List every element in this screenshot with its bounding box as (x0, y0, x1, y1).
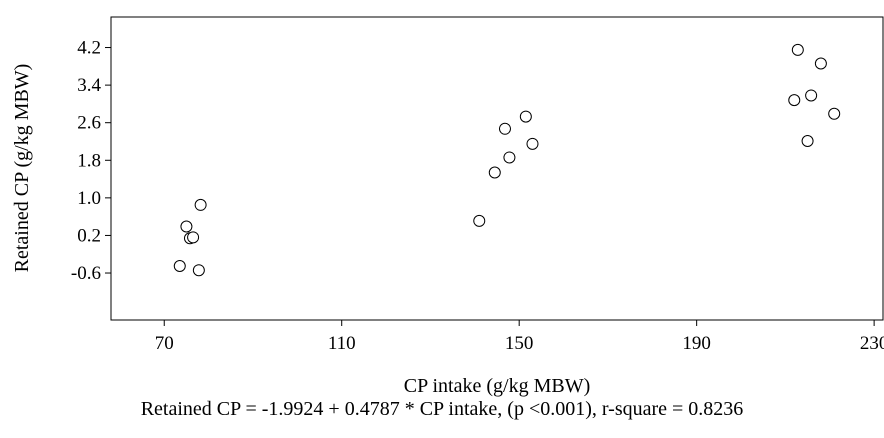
data-point (788, 94, 801, 107)
data-point (791, 43, 804, 56)
data-point (173, 259, 186, 272)
data-point (801, 135, 814, 148)
x-ticks: 70 110 150 190 230 (155, 320, 884, 354)
data-point (473, 214, 486, 227)
regression-caption: Retained CP = -1.9924 + 0.4787 * CP inta… (140, 398, 744, 420)
data-point (194, 198, 207, 211)
y-tick-label: 0.2 (77, 225, 101, 246)
y-axis-title: Retained CP (g/kg MBW) (11, 64, 33, 273)
x-tick-label: 230 (860, 333, 884, 354)
x-tick-label: 150 (505, 333, 534, 354)
data-point (187, 231, 200, 244)
data-point (519, 110, 532, 123)
data-point (526, 137, 539, 150)
data-point (828, 107, 841, 120)
y-tick-label: 1.0 (77, 188, 101, 209)
x-tick-label: 190 (682, 333, 711, 354)
data-points (173, 43, 841, 277)
data-point (498, 122, 511, 135)
y-tick-label: 1.8 (77, 150, 101, 171)
data-point (192, 264, 205, 277)
y-tick-label: 2.6 (77, 113, 101, 134)
data-point (805, 89, 818, 102)
y-ticks: -0.6 0.2 1.0 1.8 2.6 3.4 4.2 (71, 38, 111, 284)
data-point (814, 57, 827, 70)
data-point (488, 166, 501, 179)
x-tick-label: 110 (328, 333, 356, 354)
data-point (503, 151, 516, 164)
x-tick-label: 70 (155, 333, 174, 354)
y-tick-label: 3.4 (77, 75, 101, 96)
y-tick-label: 4.2 (77, 38, 101, 59)
x-axis-title: CP intake (g/kg MBW) (404, 375, 590, 397)
y-tick-label: -0.6 (71, 263, 101, 284)
data-point (180, 220, 193, 233)
